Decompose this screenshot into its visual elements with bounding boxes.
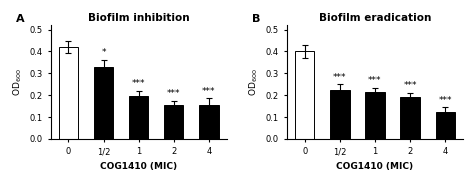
Bar — [401, 97, 420, 139]
X-axis label: COG1410 (MIC): COG1410 (MIC) — [337, 162, 413, 171]
Text: ***: *** — [403, 81, 417, 90]
Bar — [59, 47, 78, 139]
Bar — [94, 67, 113, 139]
Bar — [129, 96, 148, 139]
Text: A: A — [16, 14, 24, 24]
Text: *: * — [101, 48, 106, 57]
Bar — [199, 105, 219, 139]
Bar — [295, 51, 314, 139]
X-axis label: COG1410 (MIC): COG1410 (MIC) — [100, 162, 177, 171]
Y-axis label: OD$_{600}$: OD$_{600}$ — [247, 68, 260, 96]
Text: ***: *** — [333, 73, 346, 82]
Title: Biofilm eradication: Biofilm eradication — [319, 13, 431, 23]
Text: ***: *** — [438, 96, 452, 105]
Text: ***: *** — [368, 76, 382, 85]
Text: B: B — [252, 14, 260, 24]
Y-axis label: OD$_{600}$: OD$_{600}$ — [11, 68, 24, 96]
Bar — [330, 90, 349, 139]
Text: ***: *** — [132, 79, 146, 88]
Text: ***: *** — [202, 87, 216, 96]
Bar — [436, 112, 455, 139]
Bar — [365, 92, 384, 139]
Bar — [164, 105, 183, 139]
Text: ***: *** — [167, 90, 181, 98]
Title: Biofilm inhibition: Biofilm inhibition — [88, 13, 190, 23]
